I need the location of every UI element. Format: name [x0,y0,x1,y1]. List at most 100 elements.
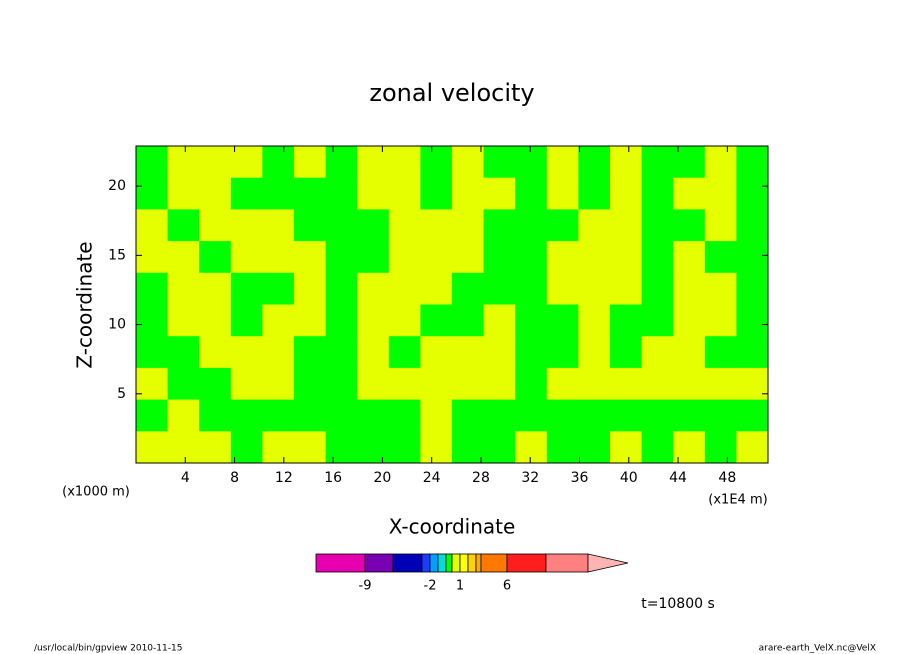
contour-cell [136,367,169,401]
colorbar-box [545,553,589,573]
contour-cell [262,146,295,179]
contour-cell [230,304,263,337]
contour-cell [704,431,737,464]
contour-cell [357,399,390,432]
contour-cell [167,209,200,242]
contour-cell [262,367,295,401]
contour-cell [704,146,737,179]
contour-cell [673,367,706,401]
colorbar-box [451,553,461,573]
contour-cell [578,241,611,274]
contour-cell [199,177,232,210]
contour-cell [515,367,548,401]
colorbar-box [315,553,366,573]
contour-cell [578,146,611,179]
contour-cell [230,209,263,242]
x-unit: (x1E4 m) [708,493,767,508]
contour-cell [199,209,232,242]
contour-cell [546,399,579,432]
contour-cell [546,431,579,464]
contour-cell [641,336,674,369]
contour-cell [673,304,706,337]
contour-cell [294,431,327,464]
colorbar-box [480,553,508,573]
contour-cell [515,304,548,337]
contour-cell [388,367,421,401]
contour-cell [199,431,232,464]
contour-cell [610,272,643,305]
contour-cell [294,146,327,179]
contour-cell [262,431,295,464]
contour-cell [167,431,200,464]
contour-cell [483,209,516,242]
y-tick-label: 15 [108,247,126,263]
contour-cell [230,431,263,464]
x-tick-label: 4 [181,470,190,486]
contour-cell [230,146,263,179]
contour-cell [452,177,485,210]
contour-cell [357,272,390,305]
contour-cell [673,177,706,210]
colorbar-box [506,553,547,573]
contour-cell [136,209,169,242]
chart-title: zonal velocity [369,79,534,107]
contour-cell [294,241,327,274]
colorbar-box [459,553,469,573]
contour-cell [357,146,390,179]
contour-cell [515,399,548,432]
contour-cell [388,209,421,242]
contour-cell [325,272,358,305]
contour-cell [294,399,327,432]
contour-cell [673,336,706,369]
contour-cell [546,146,579,179]
colorbar-box [445,553,453,573]
contour-cell [515,241,548,274]
contour-cell [704,272,737,305]
contour-cell [452,272,485,305]
contour-cell [673,209,706,242]
footer-right: arare-earth_VelX.nc@VelX [759,644,876,654]
contour-cell [452,431,485,464]
contour-cell [230,336,263,369]
x-tick-label: 32 [521,470,539,486]
contour-cell [546,336,579,369]
colorbar-label: -2 [424,579,437,594]
contour-cell [325,209,358,242]
contour-cell [610,209,643,242]
contour-cell [420,431,453,464]
contour-cell [230,272,263,305]
contour-cell [388,146,421,179]
contour-cell [610,399,643,432]
colorbar-label: 6 [503,579,511,594]
contour-cell [483,146,516,179]
contour-cell [325,177,358,210]
contour-cell [136,177,169,210]
contour-cell [262,209,295,242]
contour-cell [357,209,390,242]
contour-cell [704,241,737,274]
plot-frame [135,145,769,464]
contour-cell [515,272,548,305]
contour-cell [483,177,516,210]
contour-cell [641,146,674,179]
contour-cell [673,241,706,274]
x-tick-label: 40 [620,470,638,486]
contour-cell [357,177,390,210]
contour-cell [357,367,390,401]
contour-cell [167,241,200,274]
contour-cell [736,431,769,464]
contour-cell [199,146,232,179]
contour-cell [452,146,485,179]
contour-cell [199,367,232,401]
contour-cell [325,399,358,432]
contour-cell [294,272,327,305]
contour-cell [546,209,579,242]
contour-cell [641,272,674,305]
contour-cell [452,336,485,369]
contour-cell [167,177,200,210]
contour-cell [199,272,232,305]
colorbar-label: 1 [456,579,464,594]
contour-cell [262,272,295,305]
colorbar-arrow [587,553,629,573]
contour-cell [136,304,169,337]
